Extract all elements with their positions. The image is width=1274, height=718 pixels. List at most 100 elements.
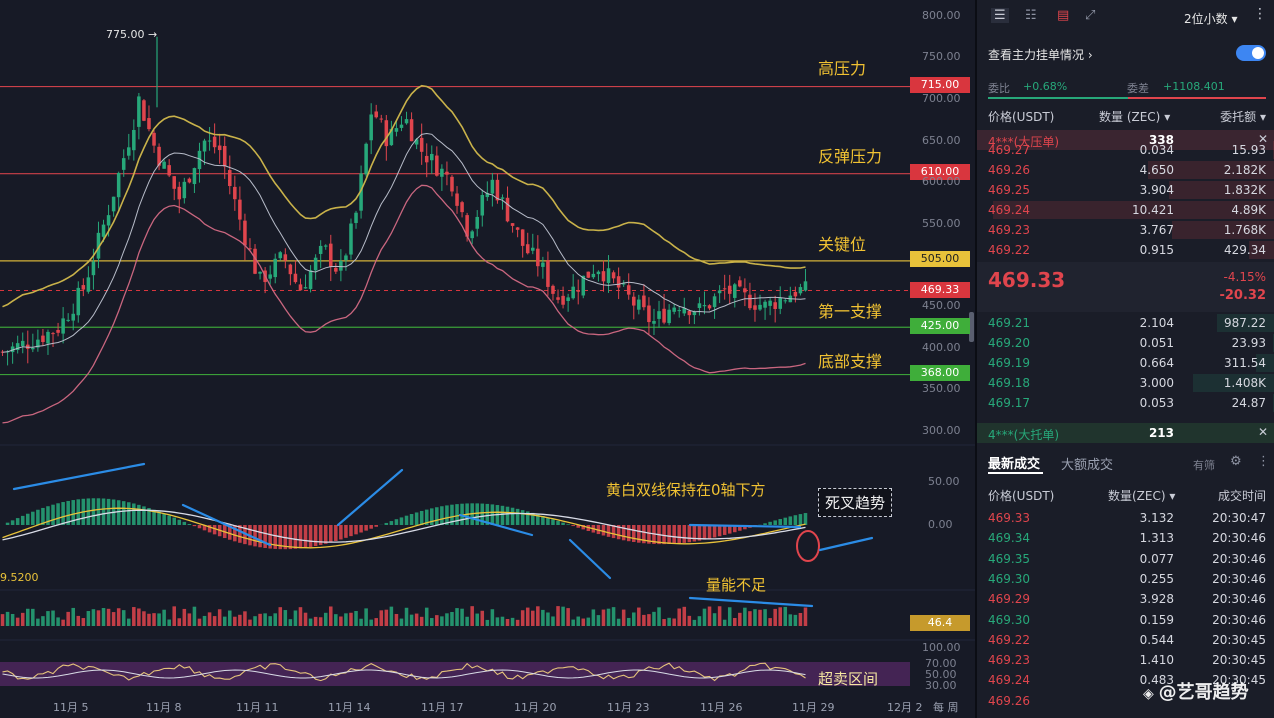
candle-body: [637, 299, 641, 310]
bid-row[interactable]: 469.21 2.104 987.22: [977, 313, 1274, 333]
macd-bar: [566, 524, 570, 525]
main-orders-toggle[interactable]: [1236, 45, 1266, 61]
diff-label: 委差: [1127, 82, 1149, 95]
ask-row[interactable]: 469.23 3.767 1.768K: [977, 220, 1274, 240]
volume-bar: [369, 619, 373, 626]
macd-bar: [682, 525, 687, 543]
volume-bar: [81, 618, 86, 626]
ask-row[interactable]: 469.25 3.904 1.832K: [977, 180, 1274, 200]
close-icon-bid[interactable]: ✕: [1257, 425, 1268, 439]
trade-row[interactable]: 469.26: [977, 691, 1274, 711]
big-bid-row[interactable]: 4***(大托单) 213 ✕: [977, 423, 1274, 443]
trade-header-qty[interactable]: 数量(ZEC) ▾: [1108, 489, 1176, 503]
tab-latest-trades[interactable]: 最新成交: [988, 457, 1041, 472]
candle-body: [773, 302, 777, 309]
qty-cell: 0.034: [1139, 143, 1174, 157]
bid-row[interactable]: 469.20 0.051 23.93: [977, 333, 1274, 353]
trade-row[interactable]: 469.29 3.928 20:30:46: [977, 589, 1274, 609]
x-tick-1: 11月 8: [146, 701, 182, 714]
volume-bar: [738, 612, 742, 626]
depth-bar: [992, 201, 1274, 219]
trade-row[interactable]: 469.30 0.159 20:30:46: [977, 610, 1274, 630]
expand-icon[interactable]: ⤢: [1085, 8, 1096, 23]
candle-body: [440, 168, 444, 177]
trend-arrow-6: [688, 596, 814, 608]
candle-body: [66, 319, 70, 321]
macd-axis-0: 0.00: [928, 518, 953, 531]
bid-row[interactable]: 469.18 3.000 1.408K: [977, 373, 1274, 393]
candle-body: [596, 271, 601, 275]
chart-area[interactable]: 高压力 反弹压力 关键位 第一支撑 底部支撑 715.00 610.00 505…: [0, 0, 975, 718]
trades-more-icon[interactable]: ⋮: [1257, 454, 1270, 469]
header-qty[interactable]: 数量 (ZEC) ▾: [1099, 110, 1171, 124]
trade-row[interactable]: 469.33 3.132 20:30:47: [977, 508, 1274, 528]
volume-bar: [712, 613, 717, 626]
list-icon[interactable]: ☰: [991, 8, 1009, 23]
trade-row[interactable]: 469.23 1.410 20:30:45: [977, 650, 1274, 670]
precision-select[interactable]: 2位小数 ▾: [1184, 12, 1238, 26]
candle-body: [389, 128, 394, 146]
settings-icon[interactable]: ⚙: [1230, 454, 1242, 469]
header-total[interactable]: 委托额 ▾: [1220, 110, 1266, 124]
macd-bar: [531, 512, 535, 525]
candle-body: [273, 258, 277, 278]
y-tick-700: 700.00: [922, 92, 961, 105]
volume-bar: [5, 611, 10, 626]
main-orders-link[interactable]: 查看主力挂单情况 ›: [988, 48, 1093, 62]
volume-bar: [470, 606, 474, 626]
candlestick-chart[interactable]: [0, 0, 975, 718]
ask-row[interactable]: 469.24 10.421 4.89K: [977, 200, 1274, 220]
trade-row[interactable]: 469.30 0.255 20:30:46: [977, 569, 1274, 589]
bid-row[interactable]: 469.17 0.053 24.87: [977, 393, 1274, 413]
trade-row[interactable]: 469.24 0.483 20:30:45: [977, 670, 1274, 690]
volume-bar: [556, 606, 560, 626]
candle-body: [399, 124, 404, 128]
trade-qty: 1.313: [1139, 531, 1174, 546]
tab-big-trades[interactable]: 大额成交: [1061, 458, 1114, 473]
macd-bar: [647, 525, 651, 544]
volume-bar: [677, 608, 681, 626]
candle-body: [127, 147, 131, 156]
volume-bar: [329, 606, 333, 626]
ask-only-icon[interactable]: ▤: [1057, 8, 1070, 23]
ask-row[interactable]: 469.26 4.650 2.182K: [977, 160, 1274, 180]
volume-bar: [318, 617, 323, 626]
close-icon[interactable]: ✕: [1257, 132, 1268, 146]
trade-row[interactable]: 469.22 0.544 20:30:45: [977, 630, 1274, 650]
trade-price: 469.22: [988, 632, 1030, 647]
depth-bar: [1193, 374, 1274, 392]
bid-row[interactable]: 469.19 0.664 311.54: [977, 353, 1274, 373]
more-icon[interactable]: ⋮: [1253, 6, 1267, 22]
volume-bar: [475, 613, 479, 626]
trade-price: 469.30: [988, 571, 1030, 586]
candle-body: [96, 232, 101, 259]
candle-body: [111, 196, 116, 212]
ask-row[interactable]: 469.22 0.915 429.34: [977, 240, 1274, 260]
macd-bar: [207, 525, 212, 533]
candle-body: [717, 290, 722, 294]
depth-bar: [1256, 354, 1274, 372]
list-alt-icon[interactable]: ☷: [1025, 8, 1037, 23]
macd-bar: [399, 517, 404, 525]
macd-bar: [556, 520, 560, 525]
volume-bar: [768, 618, 772, 626]
trade-row[interactable]: 469.34 1.313 20:30:46: [977, 528, 1274, 548]
volume-bar: [258, 613, 262, 626]
panel-divider[interactable]: [975, 0, 977, 718]
candle-body: [288, 264, 293, 275]
macd-bar: [288, 525, 293, 550]
volume-bar: [778, 607, 782, 626]
trade-row[interactable]: 469.35 0.077 20:30:46: [977, 549, 1274, 569]
trades-filter[interactable]: 有筛: [1193, 459, 1215, 472]
macd-bar: [197, 525, 202, 529]
big-ask-row[interactable]: 4***(大压单) 338 ✕: [977, 130, 1274, 150]
ask-row[interactable]: 469.27 0.034 15.93: [977, 140, 1274, 160]
candle-body: [212, 136, 217, 148]
total-cell: 1.832K: [1223, 183, 1266, 197]
macd-bar: [778, 519, 782, 525]
volume-bar: [71, 607, 75, 626]
macd-bar: [56, 503, 60, 525]
candle-body: [86, 277, 91, 292]
macd-bar: [419, 510, 424, 525]
macd-bar: [500, 505, 505, 525]
